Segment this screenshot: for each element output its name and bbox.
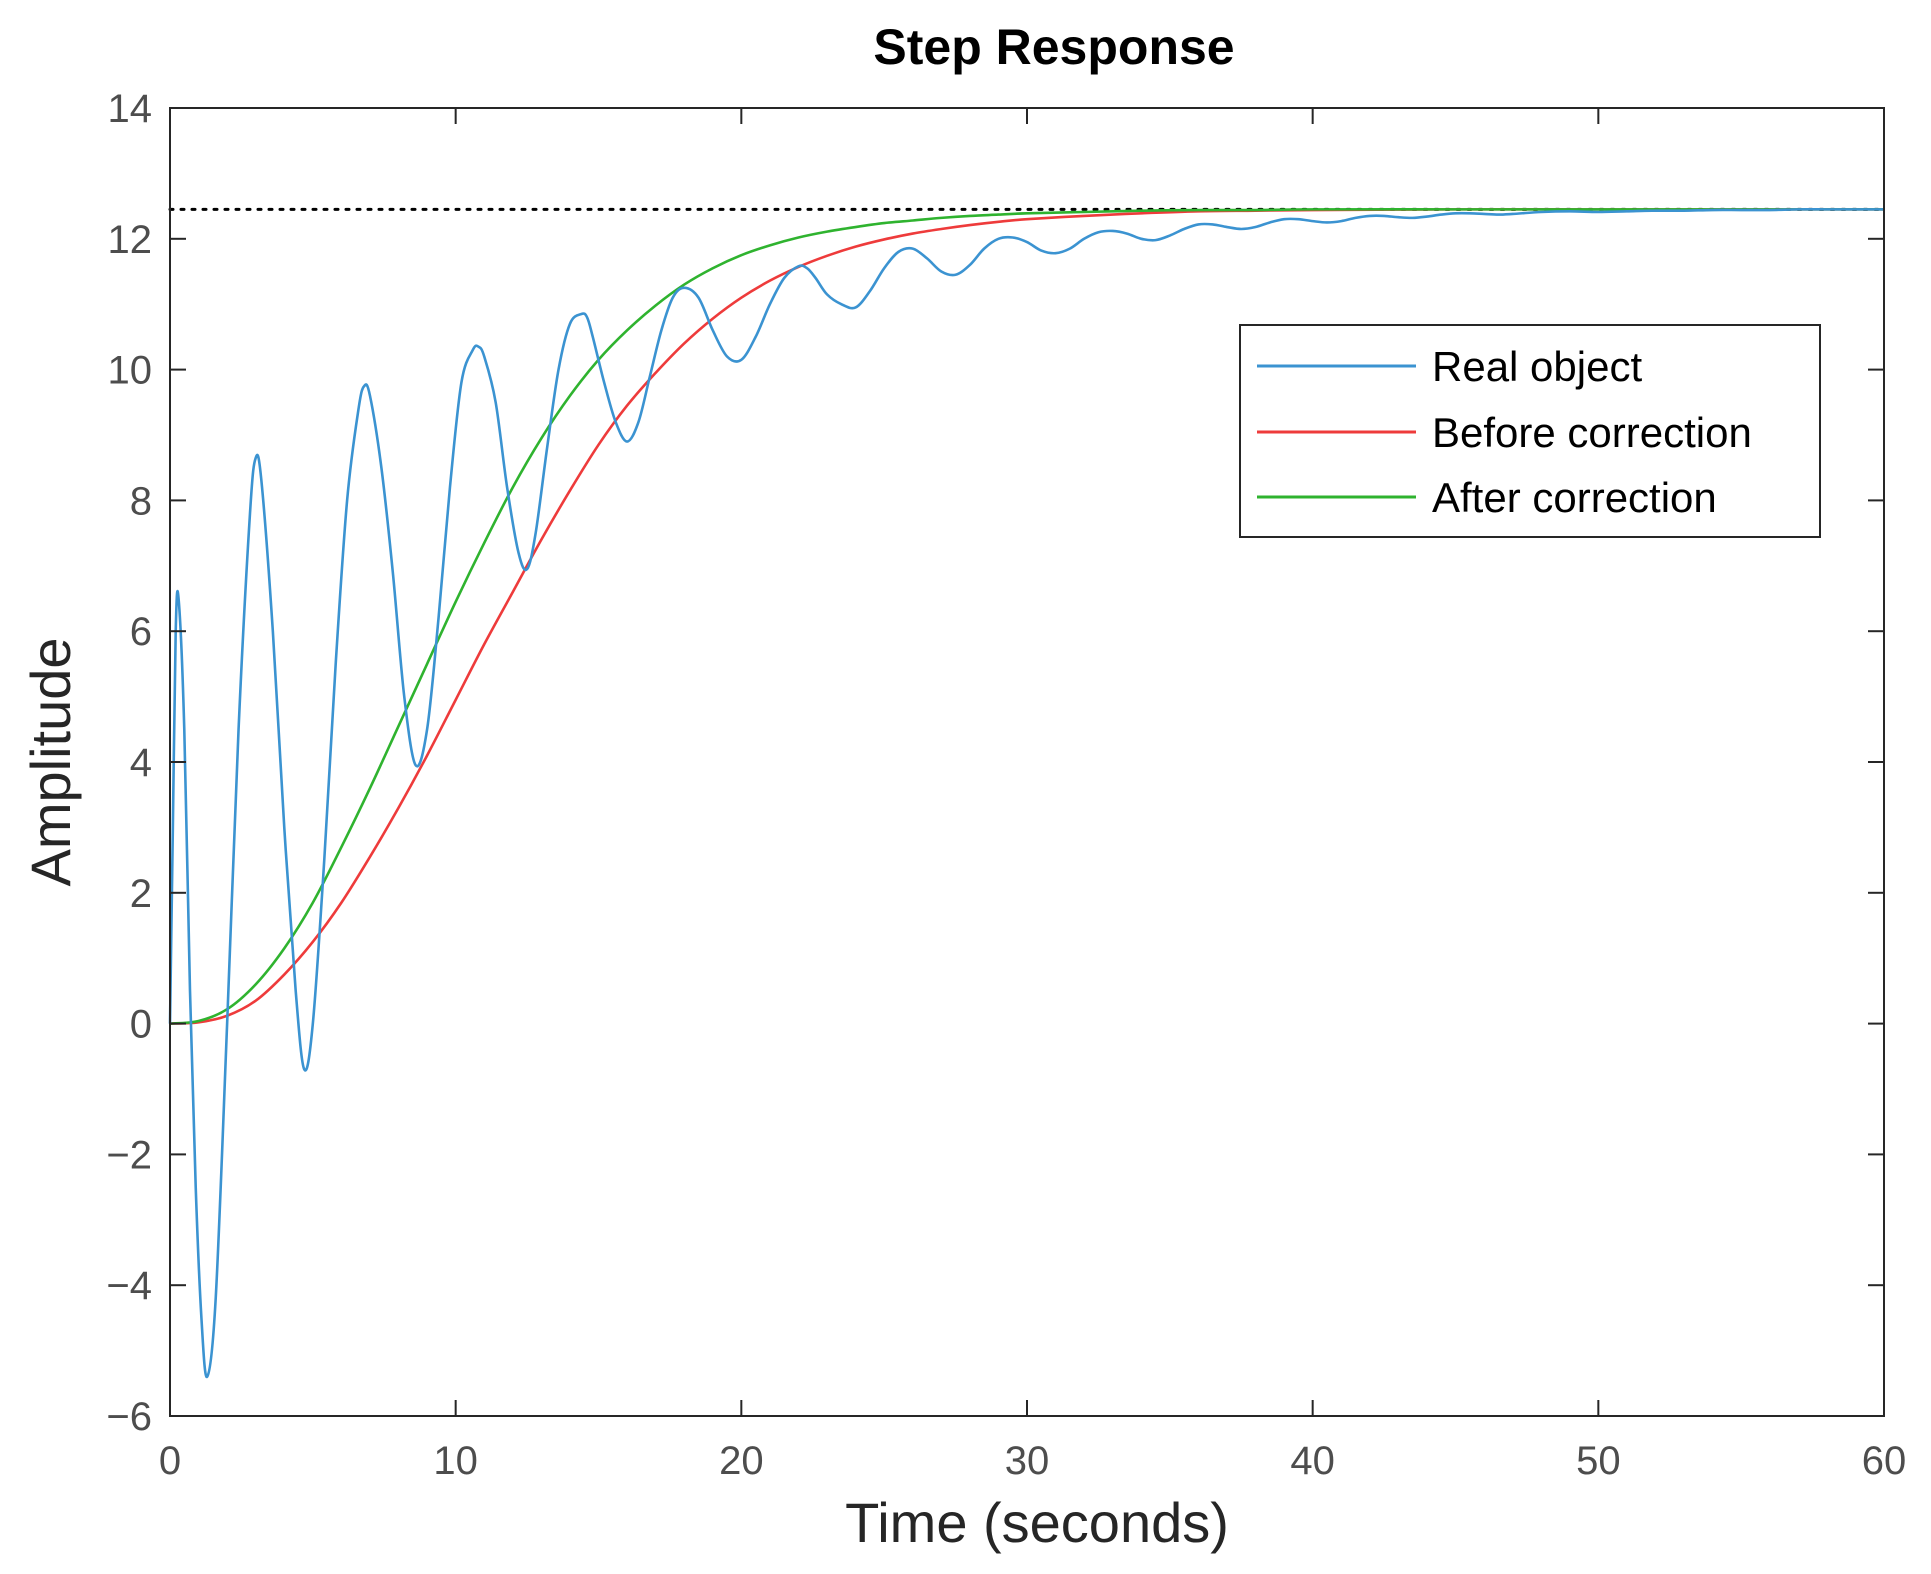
x-tick-label: 0 bbox=[159, 1439, 181, 1483]
plot-area bbox=[170, 108, 1884, 1416]
y-tick-label: 8 bbox=[130, 479, 152, 523]
legend-label-after-correction: After correction bbox=[1432, 474, 1717, 521]
y-tick-label: 10 bbox=[108, 349, 153, 393]
y-tick-label: −2 bbox=[106, 1133, 152, 1177]
x-tick-label: 40 bbox=[1290, 1439, 1335, 1483]
chart-title: Step Response bbox=[873, 19, 1234, 75]
x-tick-label: 30 bbox=[1005, 1439, 1050, 1483]
x-tick-label: 10 bbox=[433, 1439, 478, 1483]
x-tick-label: 60 bbox=[1862, 1439, 1907, 1483]
y-axis: −6 −4 −2 0 2 4 6 8 10 12 14 bbox=[106, 87, 1884, 1439]
y-tick-label: −6 bbox=[106, 1395, 152, 1439]
y-tick-label: 0 bbox=[130, 1003, 152, 1047]
legend: Real object Before correction After corr… bbox=[1239, 324, 1821, 538]
legend-label-real-object: Real object bbox=[1432, 343, 1642, 390]
series-line-after-correction bbox=[169, 208, 1884, 1025]
plot-lines bbox=[168, 207, 1886, 1379]
legend-label-before-correction: Before correction bbox=[1432, 409, 1752, 456]
x-axis-title: Time (seconds) bbox=[845, 1491, 1229, 1554]
series-line-real-object bbox=[168, 208, 1884, 1379]
y-tick-label: 14 bbox=[108, 87, 153, 131]
y-tick-label: 2 bbox=[130, 872, 152, 916]
x-tick-label: 20 bbox=[719, 1439, 764, 1483]
y-tick-label: 4 bbox=[130, 741, 152, 785]
y-tick-label: −4 bbox=[106, 1264, 152, 1308]
x-tick-label: 50 bbox=[1576, 1439, 1621, 1483]
y-tick-label: 12 bbox=[108, 218, 153, 262]
x-axis: 0 10 20 30 40 50 60 bbox=[159, 108, 1906, 1483]
y-tick-label: 6 bbox=[130, 610, 152, 654]
y-axis-title: Amplitude bbox=[19, 637, 82, 886]
